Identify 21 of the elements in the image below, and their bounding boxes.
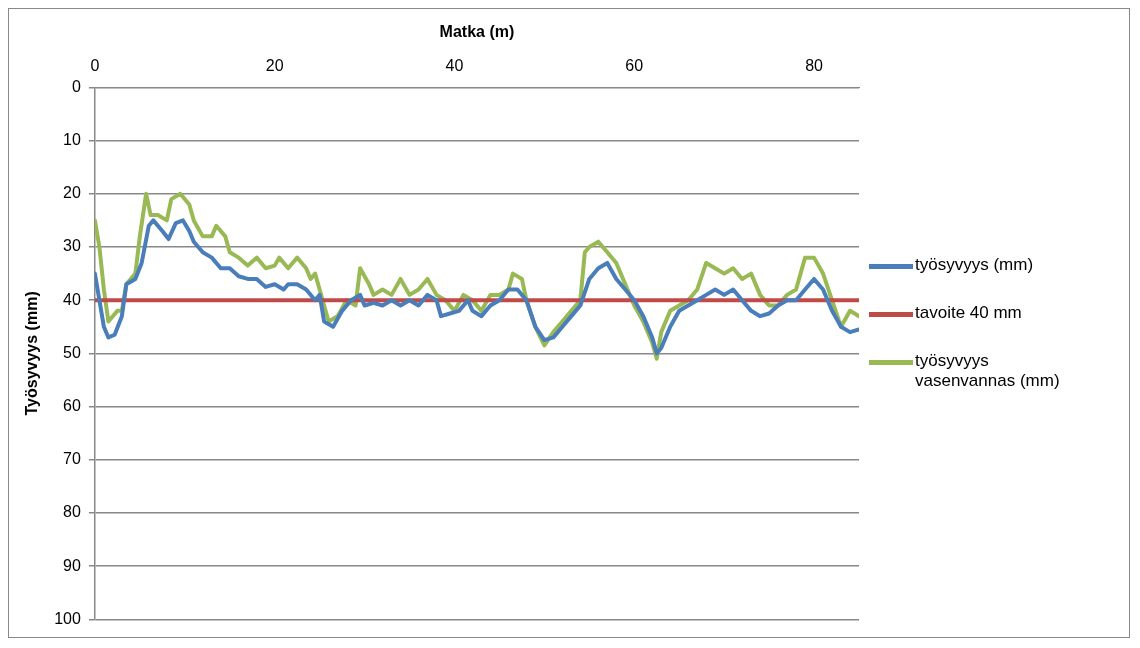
y-tick-label: 40 <box>63 290 81 308</box>
y-tick-label: 50 <box>63 343 81 361</box>
y-tick-label: 70 <box>63 450 81 468</box>
y-tick-label: 100 <box>54 609 81 627</box>
x-axis-title: Matka (m) <box>439 23 515 41</box>
legend-label: työsyvyys vasenvannas (mm) <box>915 351 1061 391</box>
y-tick-label: 80 <box>63 503 81 521</box>
x-tick-label: 80 <box>805 57 824 75</box>
x-tick-label: 0 <box>90 57 100 75</box>
y-tick-label: 10 <box>63 131 81 149</box>
legend-label: työsyvyys (mm) <box>915 255 1035 275</box>
y-tick-label: 0 <box>71 77 81 95</box>
legend-label: tavoite 40 mm <box>915 303 1023 323</box>
y-axis-title: Työsyvyys (mm) <box>23 291 41 416</box>
x-tick-label: 60 <box>625 57 644 75</box>
y-tick-label: 20 <box>63 184 81 202</box>
x-tick-label: 40 <box>445 57 464 75</box>
y-tick-label: 30 <box>63 237 81 255</box>
y-tick-label: 90 <box>63 556 81 574</box>
y-tick-label: 60 <box>63 397 81 415</box>
x-tick-label: 20 <box>265 57 284 75</box>
